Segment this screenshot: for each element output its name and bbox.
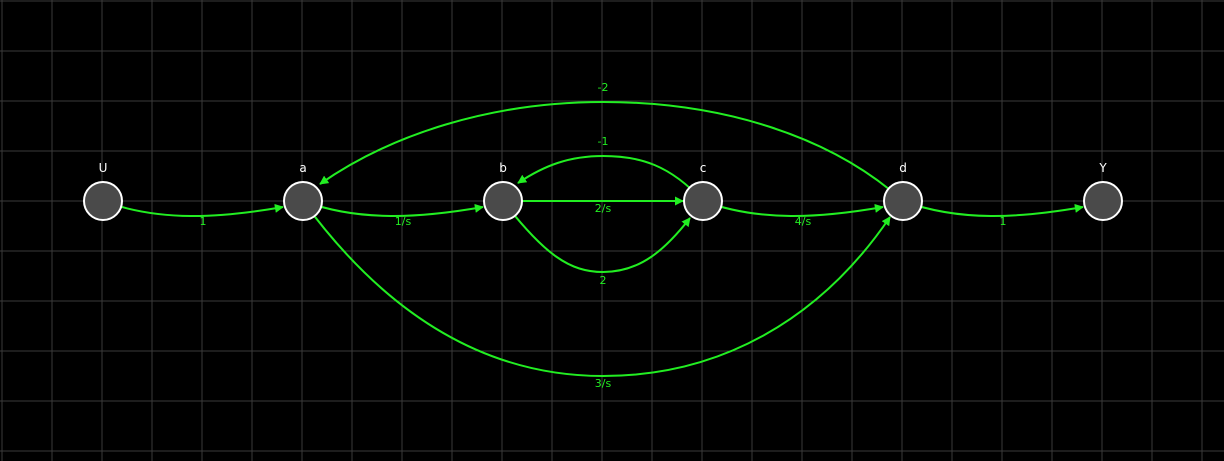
edge-b-to-c (502, 200, 691, 274)
edge-gain-label: 4/s (795, 215, 812, 228)
node-label: Y (1098, 161, 1107, 175)
edge-d-to-a (319, 100, 904, 202)
edge-a-to-b (302, 200, 484, 217)
node-label: U (99, 161, 108, 175)
node-a[interactable]: a (283, 161, 323, 221)
edge-gain-label: 1 (1000, 215, 1007, 228)
edge-gain-label: 1/s (395, 215, 412, 228)
edge-gain-label: -2 (598, 81, 609, 94)
node-circle[interactable] (683, 181, 723, 221)
edge-d-to-Y (902, 200, 1084, 217)
edge-gain-label: 1 (200, 215, 207, 228)
node-label: c (700, 161, 707, 175)
node-circle[interactable] (283, 181, 323, 221)
node-Y[interactable]: Y (1083, 161, 1123, 221)
node-circle[interactable] (883, 181, 923, 221)
edge-labels-layer: 1 1/s 2/s 2 -1 4/s -2 3/s 1 (200, 81, 1007, 390)
node-label: d (899, 161, 907, 175)
node-label: a (299, 161, 306, 175)
edge-c-to-d (702, 200, 884, 217)
node-label: b (499, 161, 507, 175)
edge-c-to-b (517, 154, 704, 202)
edge-U-to-a (102, 200, 284, 217)
node-U[interactable]: U (83, 161, 123, 221)
node-circle[interactable] (83, 181, 123, 221)
edges-layer (102, 100, 1084, 378)
node-d[interactable]: d (883, 161, 923, 221)
edge-a-to-d (302, 200, 891, 378)
node-circle[interactable] (483, 181, 523, 221)
node-circle[interactable] (1083, 181, 1123, 221)
node-b[interactable]: b (483, 161, 523, 221)
edge-gain-label: 2/s (595, 202, 612, 215)
edge-gain-label: 3/s (595, 377, 612, 390)
node-c[interactable]: c (683, 161, 723, 221)
edge-gain-label: 2 (600, 274, 607, 287)
edge-gain-label: -1 (598, 135, 609, 148)
